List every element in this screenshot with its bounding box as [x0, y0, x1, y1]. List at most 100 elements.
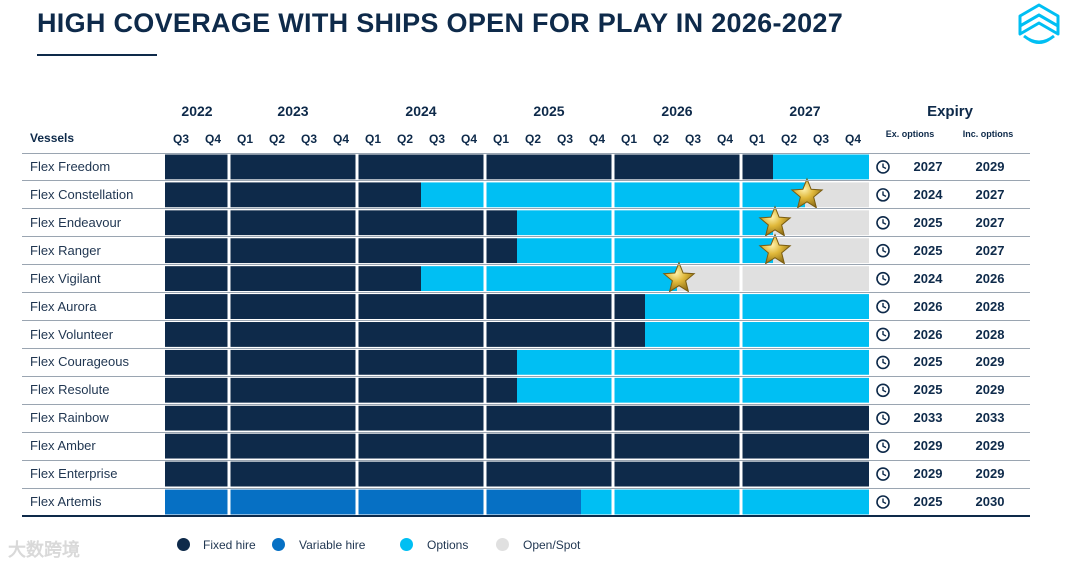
bar-segment-fixed [165, 182, 421, 208]
bar-segment-fixed [165, 266, 421, 292]
expiry-ex-options: 2033 [913, 410, 943, 426]
bar-segment-options [517, 349, 869, 375]
quarter-label: Q3 [172, 132, 189, 146]
quarter-label: Q4 [460, 132, 477, 146]
legend-swatch-open [496, 538, 509, 551]
row-divider [22, 403, 1030, 405]
expiry-ex-options: 2026 [913, 298, 943, 314]
year-label-2025: 2025 [533, 103, 565, 119]
clock-icon [876, 439, 890, 453]
legend-label-variable: Variable hire [299, 538, 366, 552]
legend-swatch-fixed [177, 538, 190, 551]
vessel-name: Flex Rainbow [30, 410, 109, 426]
expiry-ex-options: 2025 [913, 382, 943, 398]
bar-segment-options [517, 210, 773, 236]
bar-segment-fixed [165, 238, 517, 264]
bar-segment-options [421, 266, 677, 292]
quarter-label: Q4 [716, 132, 733, 146]
clock-icon [876, 355, 890, 370]
expiry-inc-options: 2030 [975, 494, 1005, 510]
quarter-label: Q1 [364, 132, 381, 146]
quarter-label: Q2 [652, 132, 669, 146]
expiry-inc-options: 2029 [975, 354, 1005, 370]
expiry-ex-options: 2029 [913, 438, 943, 454]
quarter-label: Q4 [588, 132, 605, 146]
vessel-name: Flex Courageous [30, 354, 129, 370]
bar-segment-open [773, 238, 869, 264]
vessels-column-header: Vessels [30, 131, 75, 145]
row-divider [22, 152, 1030, 154]
quarter-label: Q4 [844, 132, 861, 146]
clock-icon [876, 271, 890, 286]
quarter-label: Q4 [332, 132, 349, 146]
year-label-2027: 2027 [789, 103, 821, 119]
vessel-name: Flex Volunteer [30, 326, 114, 342]
vessel-name: Flex Aurora [30, 298, 97, 314]
bar-segment-fixed [165, 461, 869, 487]
bar-segment-fixed [165, 405, 869, 431]
row-divider [22, 264, 1030, 266]
expiry-inc-options: 2029 [975, 159, 1005, 174]
bar-segment-open [805, 182, 869, 208]
quarter-label: Q1 [492, 132, 509, 146]
vessel-name: Flex Vigilant [30, 270, 101, 286]
quarter-label: Q3 [556, 132, 573, 146]
bar-segment-fixed [165, 210, 517, 236]
watermark-text: 大数跨境 [8, 540, 80, 560]
expiry-inc-options: 2028 [975, 298, 1005, 314]
clock-icon [876, 216, 890, 230]
quarter-label: Q1 [748, 132, 765, 146]
vessel-name: Flex Artemis [30, 494, 102, 510]
expiry-inc-options: 2029 [975, 382, 1005, 398]
bar-segment-fixed [165, 154, 773, 180]
row-divider [22, 236, 1030, 238]
quarter-label: Q2 [524, 132, 541, 146]
bar-segment-options [645, 294, 869, 320]
bar-segment-options [581, 489, 869, 515]
vessel-name: Flex Constellation [30, 186, 134, 202]
quarter-label: Q1 [620, 132, 637, 146]
row-divider [22, 431, 1030, 433]
expiry-inc-options: 2027 [975, 242, 1005, 258]
bar-segment-fixed [165, 377, 517, 403]
clock-icon [876, 467, 890, 481]
expiry-ex-options: 2025 [913, 242, 943, 258]
bar-segment-variable [165, 489, 581, 515]
page-title: HIGH COVERAGE WITH SHIPS OPEN FOR PLAY I… [37, 8, 844, 38]
expiry-ex-options: 2025 [913, 354, 943, 370]
row-divider [22, 487, 1030, 489]
quarter-label: Q2 [396, 132, 413, 146]
vessel-name: Flex Freedom [30, 159, 111, 174]
expiry-inc-options: 2029 [975, 438, 1005, 454]
legend-label-fixed: Fixed hire [203, 538, 256, 552]
expiry-inc-options: 2027 [975, 214, 1005, 230]
bar-segment-options [517, 238, 773, 264]
bar-segment-options [517, 377, 869, 403]
clock-icon [876, 383, 890, 398]
expiry-inc-options: 2033 [975, 410, 1005, 426]
expiry-ex-options: 2024 [913, 186, 943, 202]
expiry-inc-options: 2029 [975, 466, 1005, 482]
quarter-label: Q3 [428, 132, 445, 146]
inc-options-header: Inc. options [962, 129, 1014, 139]
expiry-ex-options: 2029 [913, 466, 943, 482]
row-divider [22, 347, 1030, 349]
quarter-label: Q3 [812, 132, 829, 146]
year-label-2023: 2023 [277, 103, 309, 119]
expiry-inc-options: 2027 [975, 186, 1005, 202]
clock-icon [876, 160, 890, 174]
expiry-ex-options: 2025 [913, 214, 943, 230]
star-icon [662, 261, 696, 293]
clock-icon [876, 188, 890, 202]
year-label-2022: 2022 [181, 103, 213, 119]
legend-label-options: Options [427, 538, 469, 552]
row-divider [22, 208, 1030, 210]
expiry-ex-options: 2026 [913, 326, 943, 342]
bar-segment-open [677, 266, 869, 292]
quarter-label: Q4 [204, 132, 221, 146]
row-divider [22, 375, 1030, 377]
clock-icon [876, 243, 890, 258]
legend-swatch-variable [272, 538, 285, 551]
expiry-inc-options: 2026 [975, 270, 1005, 286]
year-label-2026: 2026 [661, 103, 693, 119]
